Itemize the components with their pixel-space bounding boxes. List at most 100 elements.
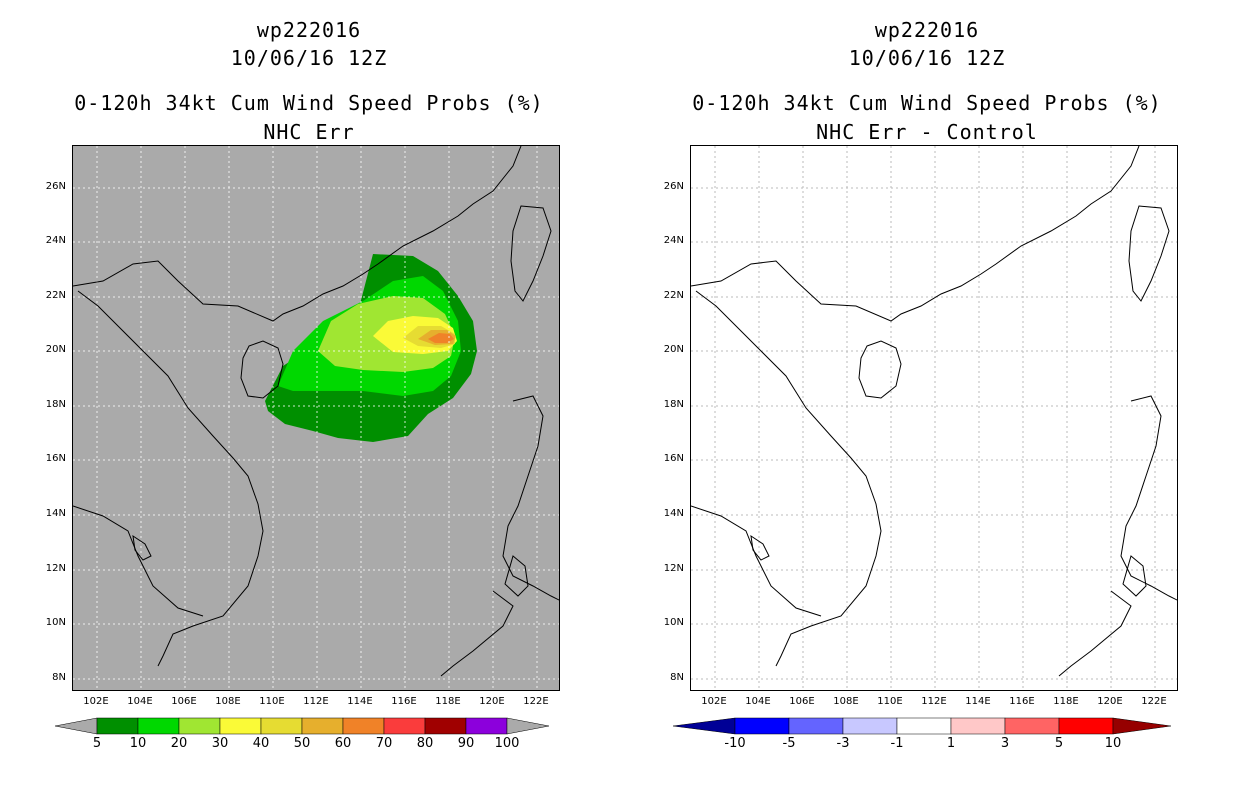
- left-title-date: 10/06/16 12Z: [230, 46, 388, 70]
- right-title-storm: wp222016: [874, 18, 980, 42]
- lon-label: 110E: [877, 696, 903, 707]
- colorbar-swatch: [260, 717, 303, 735]
- left-colorbar: [55, 717, 550, 735]
- colorbar-swatch: [342, 717, 385, 735]
- lon-label: 102E: [83, 696, 109, 707]
- right-colorbar: [673, 717, 1172, 735]
- lat-label: 24N: [663, 235, 684, 246]
- lon-label: 122E: [1141, 696, 1167, 707]
- right-coastlines: [691, 146, 1177, 677]
- colorbar-swatch: [842, 717, 898, 735]
- right-gridlines: [691, 146, 1177, 690]
- colorbar-label: 5: [92, 736, 102, 751]
- colorbar-label: 5: [1054, 736, 1064, 751]
- lon-label: 122E: [523, 696, 549, 707]
- lon-label: 116E: [1009, 696, 1035, 707]
- colorbar-swatch: [788, 717, 844, 735]
- colorbar-label: 10: [129, 736, 147, 751]
- colorbar-label: 3: [1000, 736, 1010, 751]
- lat-label: 12N: [45, 563, 66, 574]
- lon-label: 112E: [921, 696, 947, 707]
- lon-label: 108E: [215, 696, 241, 707]
- lat-label: 16N: [663, 453, 684, 464]
- colorbar-high-arrow: [506, 717, 550, 735]
- colorbar-swatch: [1058, 717, 1114, 735]
- left-panel: wp222016 10/06/16 12Z 0-120h 34kt Cum Wi…: [45, 18, 560, 751]
- right-map-svg: [691, 146, 1177, 690]
- lat-label: 8N: [52, 672, 66, 683]
- lon-label: 120E: [1097, 696, 1123, 707]
- lon-label: 120E: [479, 696, 505, 707]
- colorbar-label: 60: [334, 736, 352, 751]
- left-coastlines: [73, 146, 559, 677]
- colorbar-swatch: [219, 717, 262, 735]
- lon-label: 116E: [391, 696, 417, 707]
- colorbar-label: 80: [416, 736, 434, 751]
- colorbar-swatch: [424, 717, 467, 735]
- lat-label: 20N: [45, 344, 66, 355]
- lat-label: 26N: [45, 181, 66, 192]
- colorbar-label: 20: [170, 736, 188, 751]
- colorbar-label: 90: [457, 736, 475, 751]
- colorbar-label: 10: [1104, 736, 1122, 751]
- left-title-storm: wp222016: [256, 18, 362, 42]
- colorbar-swatch: [137, 717, 180, 735]
- colorbar-label: -5: [782, 736, 796, 751]
- colorbar-swatch: [734, 717, 790, 735]
- colorbar-label: 40: [252, 736, 270, 751]
- colorbar-label: -10: [724, 736, 746, 751]
- colorbar-swatch: [1004, 717, 1060, 735]
- colorbar-label: -3: [836, 736, 850, 751]
- lat-label: 10N: [663, 617, 684, 628]
- colorbar-low-arrow: [673, 717, 736, 735]
- right-title-subtitle: NHC Err - Control: [816, 120, 1038, 144]
- colorbar-swatch: [178, 717, 221, 735]
- colorbar-swatch: [896, 717, 952, 735]
- colorbar-swatch: [96, 717, 139, 735]
- prob-contour-60: [428, 333, 454, 343]
- lon-label: 108E: [833, 696, 859, 707]
- lat-label: 10N: [45, 617, 66, 628]
- lon-label: 106E: [789, 696, 815, 707]
- colorbar-swatch: [383, 717, 426, 735]
- right-title-date: 10/06/16 12Z: [848, 46, 1006, 70]
- colorbar-label: 100: [494, 736, 520, 751]
- right-title-product: 0-120h 34kt Cum Wind Speed Probs (%): [692, 91, 1162, 115]
- left-gridlines: [73, 146, 559, 690]
- left-map: [72, 145, 560, 691]
- left-title-subtitle: NHC Err: [263, 120, 355, 144]
- lat-label: 24N: [45, 235, 66, 246]
- colorbar-swatch: [301, 717, 344, 735]
- lon-label: 104E: [127, 696, 153, 707]
- lon-label: 114E: [965, 696, 991, 707]
- lon-label: 118E: [1053, 696, 1079, 707]
- colorbar-high-arrow: [1112, 717, 1172, 735]
- lat-label: 20N: [663, 344, 684, 355]
- lat-label: 14N: [663, 508, 684, 519]
- lon-label: 104E: [745, 696, 771, 707]
- colorbar-swatch: [465, 717, 508, 735]
- left-map-svg: [73, 146, 559, 690]
- right-panel: wp222016 10/06/16 12Z 0-120h 34kt Cum Wi…: [618, 0, 1236, 800]
- colorbar-label: 1: [946, 736, 956, 751]
- left-title-product: 0-120h 34kt Cum Wind Speed Probs (%): [74, 91, 544, 115]
- lon-label: 112E: [303, 696, 329, 707]
- lon-label: 114E: [347, 696, 373, 707]
- right-map: [690, 145, 1178, 691]
- lon-label: 102E: [701, 696, 727, 707]
- lon-label: 106E: [171, 696, 197, 707]
- lat-label: 16N: [45, 453, 66, 464]
- lat-label: 26N: [663, 181, 684, 192]
- lat-label: 22N: [663, 290, 684, 301]
- colorbar-label: 30: [211, 736, 229, 751]
- lat-label: 22N: [45, 290, 66, 301]
- lat-label: 18N: [45, 399, 66, 410]
- colorbar-low-arrow: [55, 717, 98, 735]
- colorbar-label: 70: [375, 736, 393, 751]
- colorbar-label: -1: [890, 736, 904, 751]
- lat-label: 14N: [45, 508, 66, 519]
- colorbar-label: 50: [293, 736, 311, 751]
- lon-label: 110E: [259, 696, 285, 707]
- colorbar-swatch: [950, 717, 1006, 735]
- lon-label: 118E: [435, 696, 461, 707]
